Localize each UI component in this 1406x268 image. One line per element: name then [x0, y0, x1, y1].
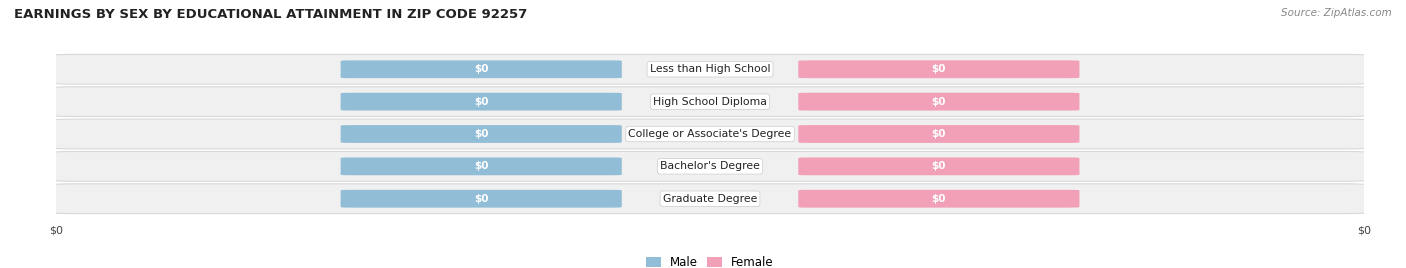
FancyBboxPatch shape — [49, 87, 1371, 117]
Text: Bachelor's Degree: Bachelor's Degree — [659, 161, 761, 171]
Text: $0: $0 — [474, 64, 488, 74]
Text: EARNINGS BY SEX BY EDUCATIONAL ATTAINMENT IN ZIP CODE 92257: EARNINGS BY SEX BY EDUCATIONAL ATTAINMEN… — [14, 8, 527, 21]
Text: $0: $0 — [474, 194, 488, 204]
Text: $0: $0 — [932, 161, 946, 171]
FancyBboxPatch shape — [49, 184, 1371, 214]
Text: College or Associate's Degree: College or Associate's Degree — [628, 129, 792, 139]
Text: $0: $0 — [474, 97, 488, 107]
Text: $0: $0 — [932, 97, 946, 107]
Text: Less than High School: Less than High School — [650, 64, 770, 74]
Legend: Male, Female: Male, Female — [641, 251, 779, 268]
FancyBboxPatch shape — [799, 158, 1080, 175]
Text: Source: ZipAtlas.com: Source: ZipAtlas.com — [1281, 8, 1392, 18]
FancyBboxPatch shape — [49, 151, 1371, 181]
FancyBboxPatch shape — [799, 93, 1080, 110]
Text: $0: $0 — [932, 129, 946, 139]
FancyBboxPatch shape — [340, 190, 621, 208]
FancyBboxPatch shape — [799, 190, 1080, 208]
FancyBboxPatch shape — [799, 125, 1080, 143]
Text: High School Diploma: High School Diploma — [654, 97, 766, 107]
Text: $0: $0 — [932, 64, 946, 74]
Text: $0: $0 — [932, 194, 946, 204]
FancyBboxPatch shape — [340, 93, 621, 110]
Text: $0: $0 — [474, 161, 488, 171]
FancyBboxPatch shape — [49, 54, 1371, 84]
FancyBboxPatch shape — [340, 125, 621, 143]
Text: Graduate Degree: Graduate Degree — [662, 194, 758, 204]
FancyBboxPatch shape — [340, 60, 621, 78]
FancyBboxPatch shape — [799, 60, 1080, 78]
FancyBboxPatch shape — [49, 119, 1371, 149]
Text: $0: $0 — [474, 129, 488, 139]
FancyBboxPatch shape — [340, 158, 621, 175]
